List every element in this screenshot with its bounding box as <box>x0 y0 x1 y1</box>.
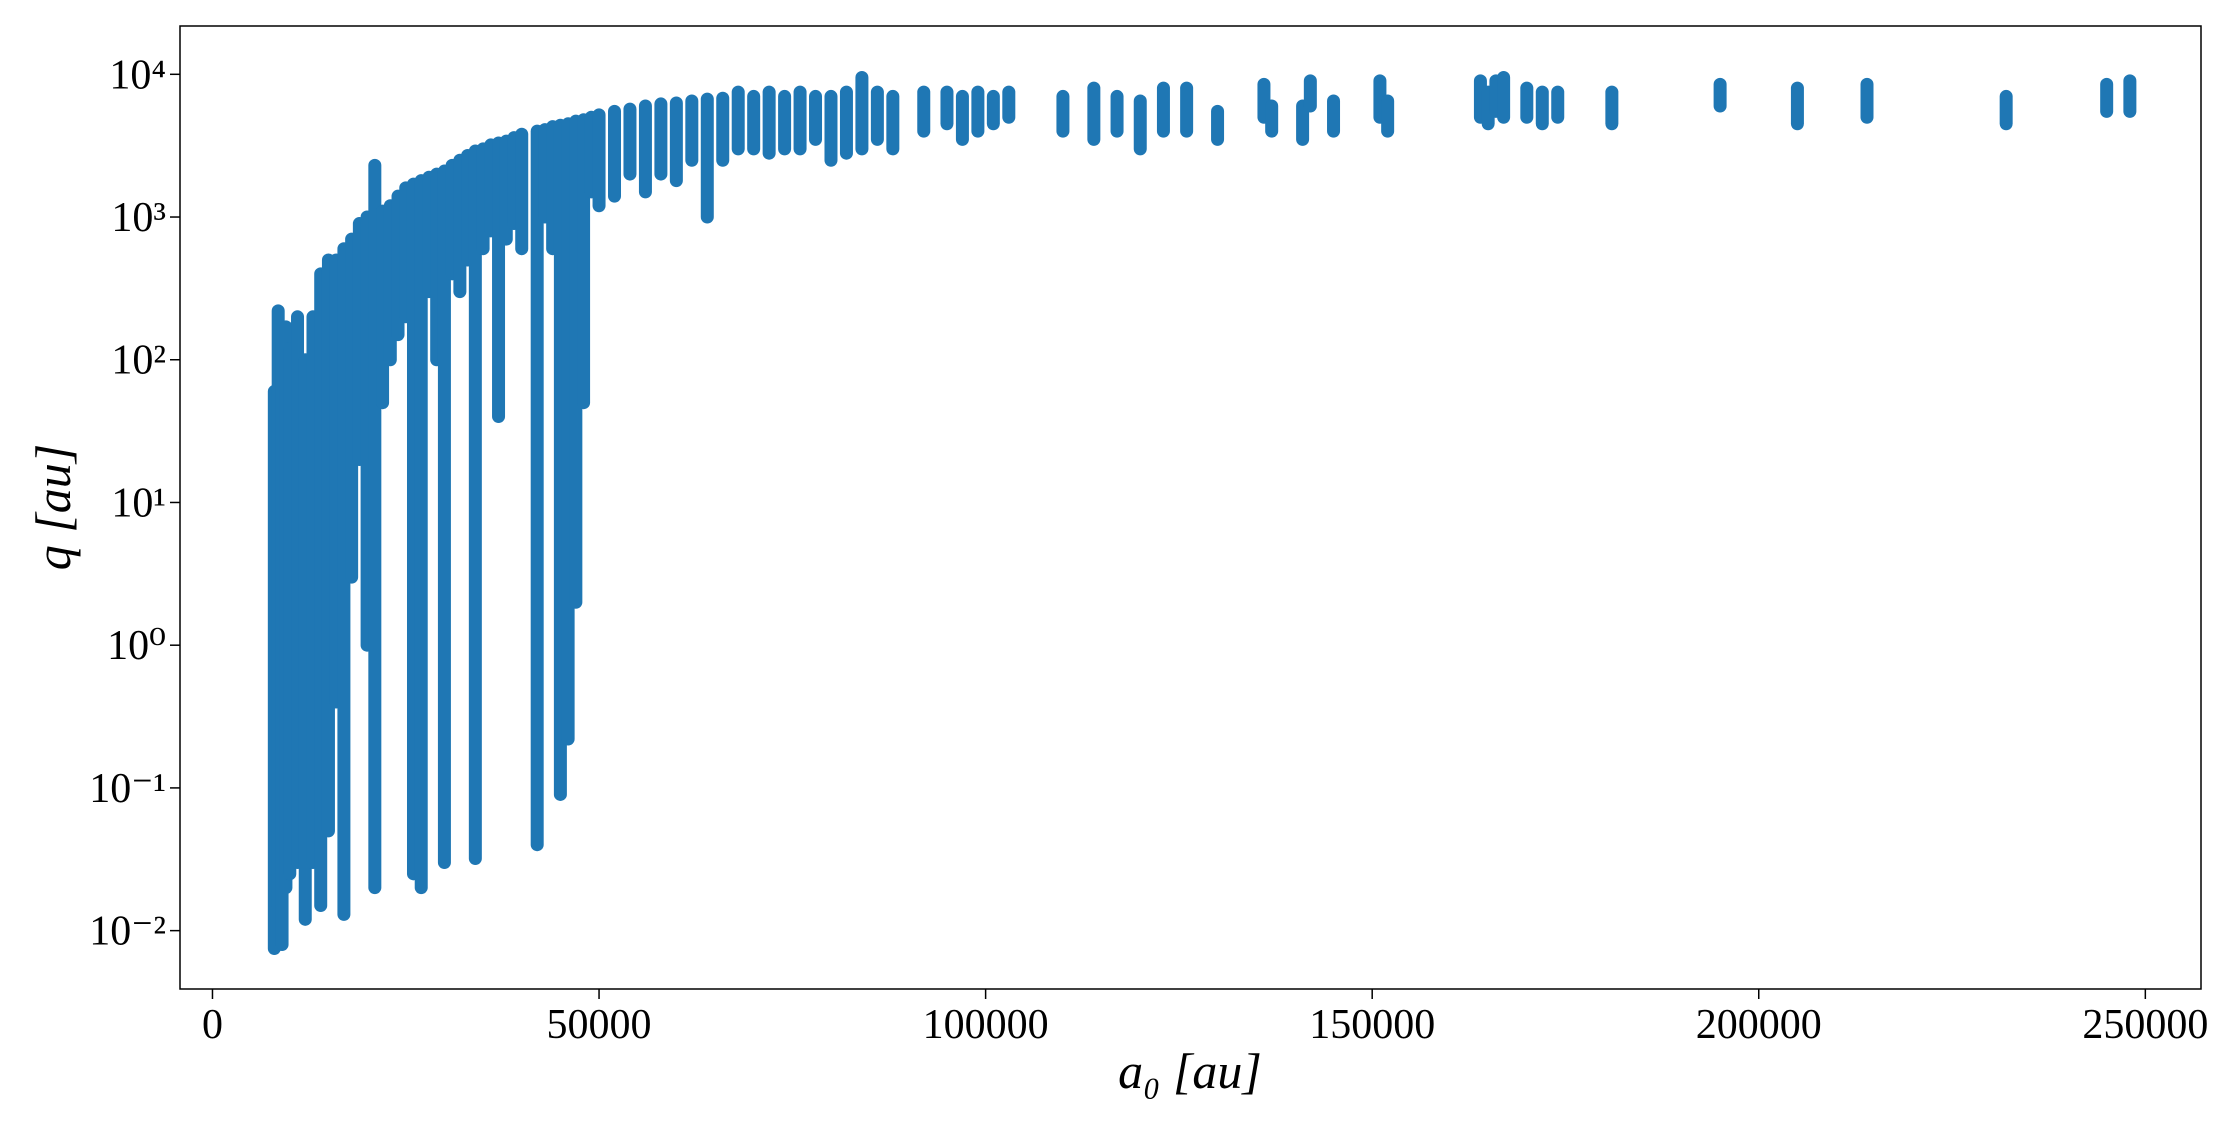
y-axis-label: q [au] <box>25 444 81 570</box>
y-tick-label: 10² <box>111 338 166 384</box>
plot-frame <box>179 25 2202 990</box>
x-tick-label: 200000 <box>1696 1002 1822 1048</box>
y-tick-label: 10⁴ <box>109 52 166 98</box>
x-tick-label: 0 <box>202 1002 223 1048</box>
y-tick-label: 10⁻² <box>89 909 166 955</box>
x-axis-label: a₀ [au] <box>1118 1043 1262 1099</box>
y-tick-label: 10⁻¹ <box>89 766 166 812</box>
y-tick-label: 10³ <box>111 195 166 241</box>
y-tick-label: 10⁰ <box>107 623 166 669</box>
y-tick-label: 10¹ <box>111 480 166 526</box>
x-tick-label: 50000 <box>547 1002 652 1048</box>
x-tick-label: 150000 <box>1309 1002 1435 1048</box>
x-tick-label: 100000 <box>923 1002 1049 1048</box>
x-tick-label: 250000 <box>2082 1002 2208 1048</box>
